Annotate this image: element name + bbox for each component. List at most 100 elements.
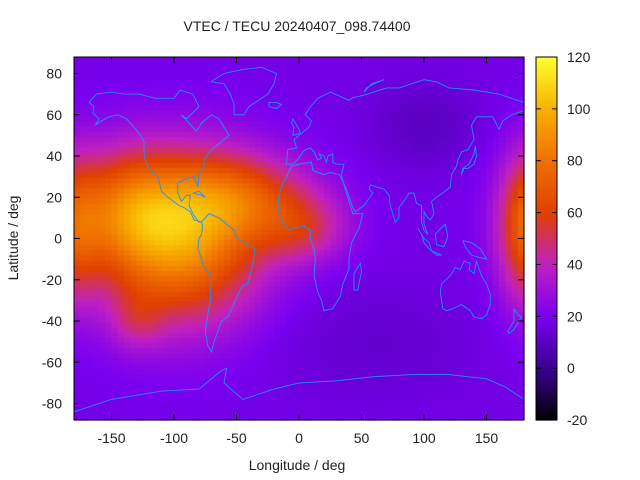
heatmap-cell: [380, 316, 388, 323]
heatmap-cell: [230, 260, 238, 266]
heatmap-cell: [161, 275, 169, 282]
heatmap-cell: [349, 224, 356, 230]
heatmap-cell: [80, 162, 88, 168]
heatmap-cell: [349, 151, 356, 158]
heatmap-cell: [380, 311, 388, 318]
heatmap-cell: [80, 255, 88, 261]
heatmap-cell: [411, 301, 419, 308]
heatmap-cell: [336, 249, 344, 256]
heatmap-cell: [242, 234, 250, 241]
heatmap-cell: [474, 389, 481, 395]
heatmap-cell: [474, 177, 481, 184]
heatmap-cell: [149, 363, 156, 370]
heatmap-cell: [455, 337, 463, 344]
heatmap-cell: [99, 203, 106, 210]
heatmap-cell: [124, 131, 131, 138]
heatmap-cell: [267, 157, 275, 163]
heatmap-cell: [430, 316, 438, 323]
heatmap-cell: [374, 322, 381, 328]
heatmap-cell: [392, 255, 400, 261]
heatmap-cell: [136, 368, 144, 375]
heatmap-cell: [130, 229, 138, 235]
heatmap-cell: [499, 306, 506, 313]
heatmap-cell: [136, 399, 144, 406]
heatmap-cell: [417, 59, 425, 65]
heatmap-cell: [286, 389, 294, 395]
heatmap-cell: [449, 394, 456, 400]
heatmap-cell: [474, 255, 481, 261]
heatmap-cell: [417, 182, 425, 189]
heatmap-cell: [80, 352, 88, 359]
heatmap-cell: [486, 157, 494, 163]
heatmap-cell: [174, 327, 181, 333]
heatmap-cell: [211, 74, 219, 81]
heatmap-cell: [417, 368, 425, 375]
heatmap-cell: [461, 95, 469, 101]
heatmap-cell: [311, 311, 319, 318]
heatmap-cell: [274, 280, 281, 287]
heatmap-cell: [299, 182, 306, 189]
heatmap-cell: [142, 316, 150, 323]
heatmap-cell: [274, 306, 281, 313]
heatmap-cell: [505, 136, 513, 143]
heatmap-cell: [430, 90, 438, 96]
heatmap-cell: [249, 368, 256, 375]
heatmap-cell: [261, 131, 269, 138]
heatmap-cell: [461, 224, 469, 230]
heatmap-cell: [86, 69, 94, 76]
heatmap-cell: [180, 203, 188, 210]
heatmap-cell: [292, 90, 300, 96]
heatmap-cell: [205, 373, 213, 380]
heatmap-cell: [180, 373, 188, 380]
heatmap-cell: [249, 389, 256, 395]
heatmap-cell: [442, 182, 450, 189]
heatmap-cell: [474, 110, 481, 117]
heatmap-cell: [405, 332, 413, 339]
heatmap-cell: [392, 342, 400, 349]
heatmap-cell: [161, 404, 169, 411]
heatmap-cell: [99, 64, 106, 70]
heatmap-cell: [336, 244, 344, 251]
heatmap-cell: [374, 187, 381, 194]
heatmap-cell: [80, 394, 88, 400]
heatmap-cell: [399, 275, 406, 282]
heatmap-cell: [130, 218, 138, 225]
heatmap-cell: [349, 115, 356, 122]
heatmap-cell: [99, 208, 106, 215]
heatmap-cell: [205, 249, 213, 256]
heatmap-cell: [217, 224, 225, 230]
heatmap-cell: [255, 79, 263, 86]
heatmap-cell: [249, 249, 256, 256]
heatmap-cell: [80, 57, 88, 60]
heatmap-cell: [380, 193, 388, 199]
heatmap-cell: [174, 105, 181, 112]
heatmap-cell: [405, 352, 413, 359]
heatmap-cell: [74, 255, 81, 261]
heatmap-cell: [330, 79, 338, 86]
heatmap-cell: [361, 414, 369, 421]
heatmap-cell: [86, 255, 94, 261]
heatmap-cell: [455, 136, 463, 143]
heatmap-cell: [99, 59, 106, 65]
heatmap-cell: [392, 378, 400, 385]
heatmap-cell: [324, 373, 331, 380]
heatmap-cell: [367, 100, 375, 107]
heatmap-cell: [386, 265, 394, 272]
heatmap-cell: [349, 57, 356, 60]
heatmap-cell: [442, 90, 450, 96]
heatmap-cell: [380, 337, 388, 344]
heatmap-cell: [267, 105, 275, 112]
heatmap-cell: [111, 363, 119, 370]
heatmap-cell: [299, 172, 306, 179]
heatmap-cell: [442, 208, 450, 215]
heatmap-cell: [436, 218, 444, 225]
heatmap-cell: [324, 146, 331, 153]
heatmap-cell: [155, 291, 163, 297]
heatmap-cell: [492, 296, 500, 303]
heatmap-cell: [92, 115, 100, 122]
heatmap-cell: [430, 146, 438, 153]
heatmap-cell: [467, 322, 475, 328]
heatmap-cell: [499, 239, 506, 246]
heatmap-cell: [255, 352, 263, 359]
heatmap-cell: [230, 208, 238, 215]
